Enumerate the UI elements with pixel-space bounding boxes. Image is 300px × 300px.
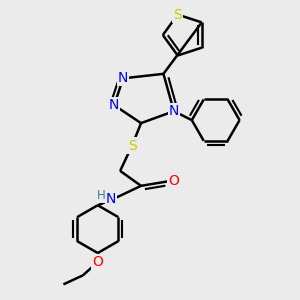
Text: N: N [169,104,179,118]
Text: N: N [109,98,119,112]
Text: O: O [168,174,179,188]
Text: S: S [173,8,182,22]
Text: O: O [92,255,103,269]
Text: S: S [128,139,136,152]
Text: H: H [97,189,106,202]
Text: N: N [118,71,128,85]
Text: N: N [106,192,116,206]
